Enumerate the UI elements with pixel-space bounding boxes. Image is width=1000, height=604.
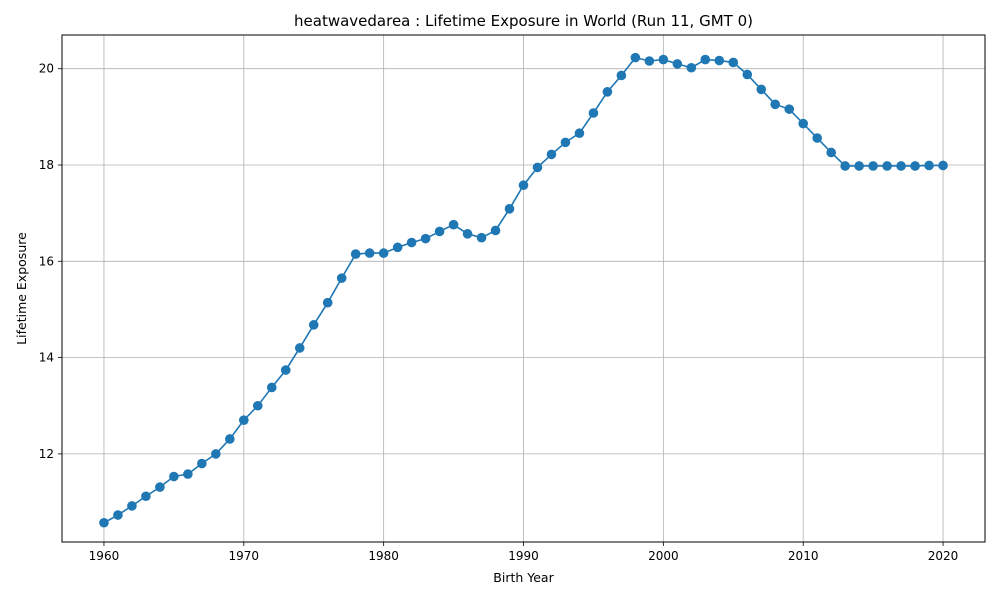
data-point — [924, 160, 934, 171]
data-point — [910, 161, 920, 171]
data-point — [546, 149, 557, 160]
x-tick-label: 1960 — [89, 549, 120, 563]
data-point — [448, 219, 459, 230]
y-tick-label: 20 — [39, 62, 54, 76]
data-point — [644, 56, 655, 66]
x-tick-label: 2000 — [648, 549, 679, 563]
data-point — [882, 161, 892, 171]
data-point — [266, 382, 277, 393]
data-point — [602, 87, 613, 97]
data-point — [378, 248, 389, 258]
data-point — [322, 297, 333, 308]
data-point — [239, 415, 249, 425]
data-point — [686, 62, 697, 73]
y-tick-label: 12 — [39, 447, 54, 461]
data-point — [197, 458, 207, 469]
y-tick-label: 18 — [39, 158, 54, 172]
data-point — [672, 59, 683, 69]
x-tick-label: 1990 — [508, 549, 539, 563]
data-point — [308, 320, 319, 330]
data-point — [211, 449, 221, 459]
data-point — [490, 225, 501, 236]
data-point — [938, 160, 948, 171]
data-point — [504, 204, 515, 214]
data-point — [728, 57, 739, 68]
data-point — [560, 137, 571, 148]
y-tick-label: 14 — [39, 351, 54, 365]
data-point — [868, 161, 878, 171]
y-tick-label: 16 — [39, 254, 54, 268]
data-point — [588, 108, 599, 118]
data-point — [770, 99, 781, 110]
data-point — [155, 482, 165, 492]
data-point — [714, 55, 725, 66]
data-point — [406, 237, 417, 248]
data-point — [742, 69, 753, 80]
data-point — [462, 229, 473, 239]
x-tick-label: 2010 — [788, 549, 819, 563]
data-point — [420, 233, 431, 244]
series-layer — [99, 52, 948, 528]
chart-title: heatwavedarea : Lifetime Exposure in Wor… — [294, 12, 753, 30]
y-axis-label: Lifetime Exposure — [14, 232, 29, 345]
data-point — [392, 242, 403, 253]
axis-ticks: 1960 1970 1980 1990 2000 2010 2020 12 14 16 18 20 — [39, 62, 959, 563]
data-point — [141, 491, 151, 502]
data-point — [113, 510, 123, 520]
x-tick-label: 1970 — [229, 549, 260, 563]
data-point — [812, 133, 822, 143]
data-point — [169, 471, 179, 482]
data-point — [336, 273, 347, 283]
data-point — [658, 54, 669, 65]
data-point — [574, 128, 585, 139]
data-point — [225, 434, 235, 444]
data-point — [350, 249, 361, 259]
data-point — [434, 226, 445, 237]
data-point — [700, 54, 711, 65]
data-point — [854, 161, 864, 171]
x-tick-label: 1980 — [368, 549, 399, 563]
data-point — [840, 161, 850, 171]
data-point — [896, 161, 906, 171]
data-point — [280, 365, 291, 375]
data-point — [294, 343, 305, 353]
data-point — [826, 147, 836, 158]
data-point — [532, 162, 543, 173]
data-point — [518, 180, 529, 191]
data-point — [616, 70, 627, 81]
data-point — [364, 248, 375, 258]
data-point — [476, 232, 487, 243]
data-point — [252, 400, 263, 411]
data-point — [183, 469, 193, 479]
x-axis-label: Birth Year — [493, 570, 554, 585]
x-tick-label: 2020 — [928, 549, 959, 563]
data-point — [127, 501, 137, 511]
data-point — [784, 104, 795, 114]
data-point — [798, 118, 808, 129]
data-point — [756, 84, 767, 95]
data-point — [99, 517, 109, 528]
data-point — [630, 52, 641, 63]
